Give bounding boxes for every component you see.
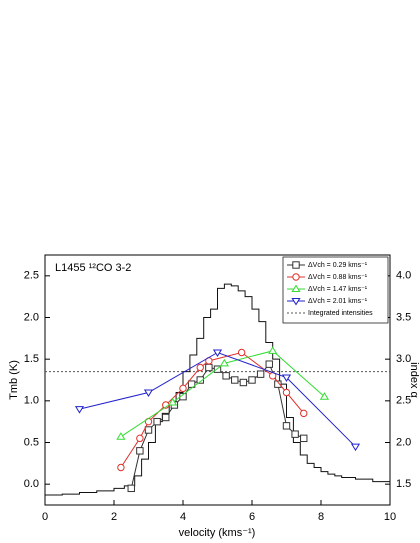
marker (74, 406, 85, 414)
y2-tick-label: 2.5 (396, 395, 411, 407)
marker (144, 426, 153, 434)
y2-tick-label: 2.0 (396, 436, 411, 448)
marker (300, 409, 308, 418)
legend-label: ΔVch = 1.47 kms⁻¹ (308, 286, 368, 293)
marker (153, 417, 161, 426)
marker (319, 392, 330, 400)
marker (239, 378, 248, 387)
y2-tick-label: 4.0 (396, 270, 411, 282)
marker (168, 398, 178, 406)
y-axis-label: Tmb (K) (8, 360, 20, 400)
marker (292, 273, 300, 281)
y-tick-label: 1.0 (24, 395, 39, 407)
legend-label: Integrated intensities (308, 310, 373, 317)
marker (265, 360, 273, 368)
marker (162, 413, 170, 422)
marker (274, 380, 282, 388)
y-tick-label: 2.0 (24, 311, 39, 323)
legend-label: ΔVch = 0.29 kms⁻¹ (308, 262, 368, 269)
y2-tick-label: 3.5 (396, 311, 411, 323)
x-tick-label: 4 (180, 511, 186, 523)
y2-tick-label: 1.5 (396, 478, 411, 490)
marker (248, 376, 256, 384)
y2-tick-label: 3.0 (396, 353, 411, 365)
marker (291, 284, 301, 293)
marker (237, 348, 246, 357)
marker (292, 261, 300, 269)
marker (179, 384, 187, 393)
marker (212, 349, 223, 357)
x-tick-label: 2 (111, 511, 117, 523)
y-tick-label: 1.5 (24, 353, 39, 365)
marker (282, 388, 291, 397)
marker (205, 363, 213, 372)
marker (291, 297, 301, 306)
x-axis-label: velocity (kms⁻¹) (179, 527, 256, 539)
marker (136, 434, 144, 443)
y2-axis-label: index α (408, 362, 420, 398)
marker (231, 376, 239, 384)
legend-label: ΔVch = 0.88 kms⁻¹ (308, 274, 368, 281)
marker (219, 358, 229, 367)
marker (117, 463, 125, 472)
marker (196, 376, 204, 384)
marker (143, 389, 154, 397)
marker (256, 370, 265, 378)
x-tick-label: 8 (318, 511, 324, 523)
plot-frame (44, 254, 391, 506)
y-tick-label: 0.0 (24, 478, 39, 490)
marker (127, 484, 135, 493)
marker (268, 346, 278, 354)
marker (187, 380, 196, 388)
marker (282, 422, 291, 430)
marker (350, 443, 361, 452)
x-tick-label: 6 (249, 511, 255, 523)
legend-label: ΔVch = 2.01 kms⁻¹ (308, 298, 368, 305)
y-tick-label: 2.5 (24, 270, 39, 282)
marker (281, 374, 292, 382)
marker (196, 363, 204, 372)
marker (136, 447, 144, 455)
x-tick-label: 10 (384, 511, 396, 523)
x-tick-label: 0 (42, 511, 48, 523)
legend-box (282, 256, 389, 324)
marker (300, 434, 308, 443)
spectrum-line (45, 283, 390, 496)
marker (116, 432, 126, 440)
marker (222, 372, 230, 380)
marker (291, 430, 299, 438)
annotation: L1455 ¹²CO 3-2 (55, 262, 131, 274)
y-tick-label: 0.5 (24, 436, 39, 448)
